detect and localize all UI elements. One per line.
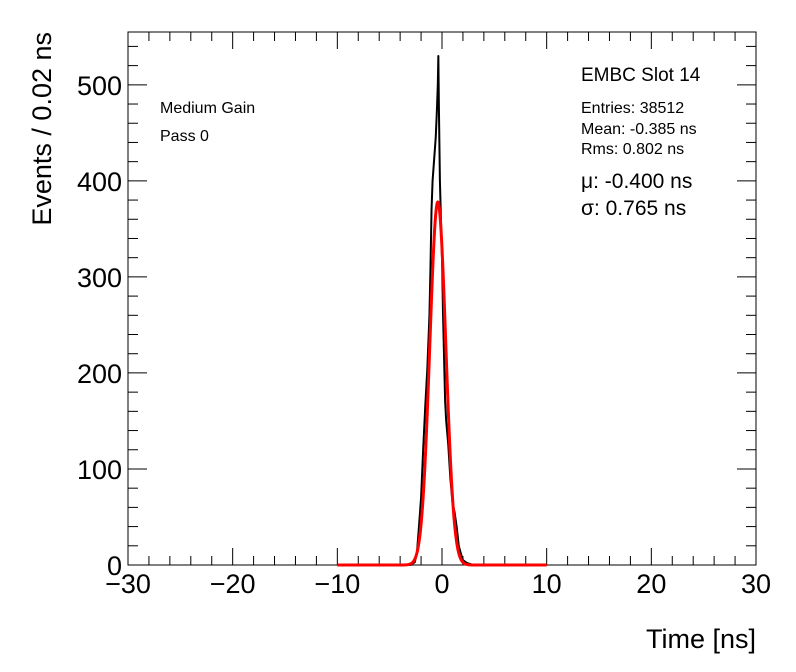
x-tick-label: −10 <box>314 569 360 599</box>
y-tick-labels: 0 100 200 300 400 500 <box>77 71 122 581</box>
pass-annotation: Pass 0 <box>160 128 209 145</box>
entries-annotation: Entries: 38512 <box>581 100 684 117</box>
x-tick-label: 20 <box>636 569 666 599</box>
sigma-annotation: σ: 0.765 ns <box>581 197 686 220</box>
histogram-line <box>337 55 547 566</box>
x-axis-label: Time [ns] <box>646 624 756 654</box>
mu-annotation: μ: -0.400 ns <box>581 170 692 193</box>
x-tick-labels: −30 −20 −10 0 10 20 30 <box>105 569 771 599</box>
rms-annotation: Rms: 0.802 ns <box>581 141 684 158</box>
x-tick-label: −20 <box>210 569 256 599</box>
axis-ticks <box>127 32 757 566</box>
y-tick-label: 200 <box>77 359 122 389</box>
x-tick-label: 10 <box>532 569 562 599</box>
y-tick-label: 300 <box>77 263 122 293</box>
series-group <box>336 55 548 567</box>
gaussian-fit-line <box>336 200 548 567</box>
x-tick-label: 30 <box>741 569 771 599</box>
y-tick-label: 0 <box>107 551 122 581</box>
y-tick-label: 100 <box>77 455 122 485</box>
x-tick-label: −30 <box>105 569 151 599</box>
x-tick-label: 0 <box>434 569 449 599</box>
y-axis-label: Events / 0.02 ns <box>27 32 57 226</box>
mean-annotation: Mean: -0.385 ns <box>581 121 697 138</box>
y-tick-label: 400 <box>77 167 122 197</box>
y-tick-label: 500 <box>77 71 122 101</box>
gain-annotation: Medium Gain <box>160 100 255 117</box>
slot-annotation: EMBC Slot 14 <box>581 65 701 86</box>
